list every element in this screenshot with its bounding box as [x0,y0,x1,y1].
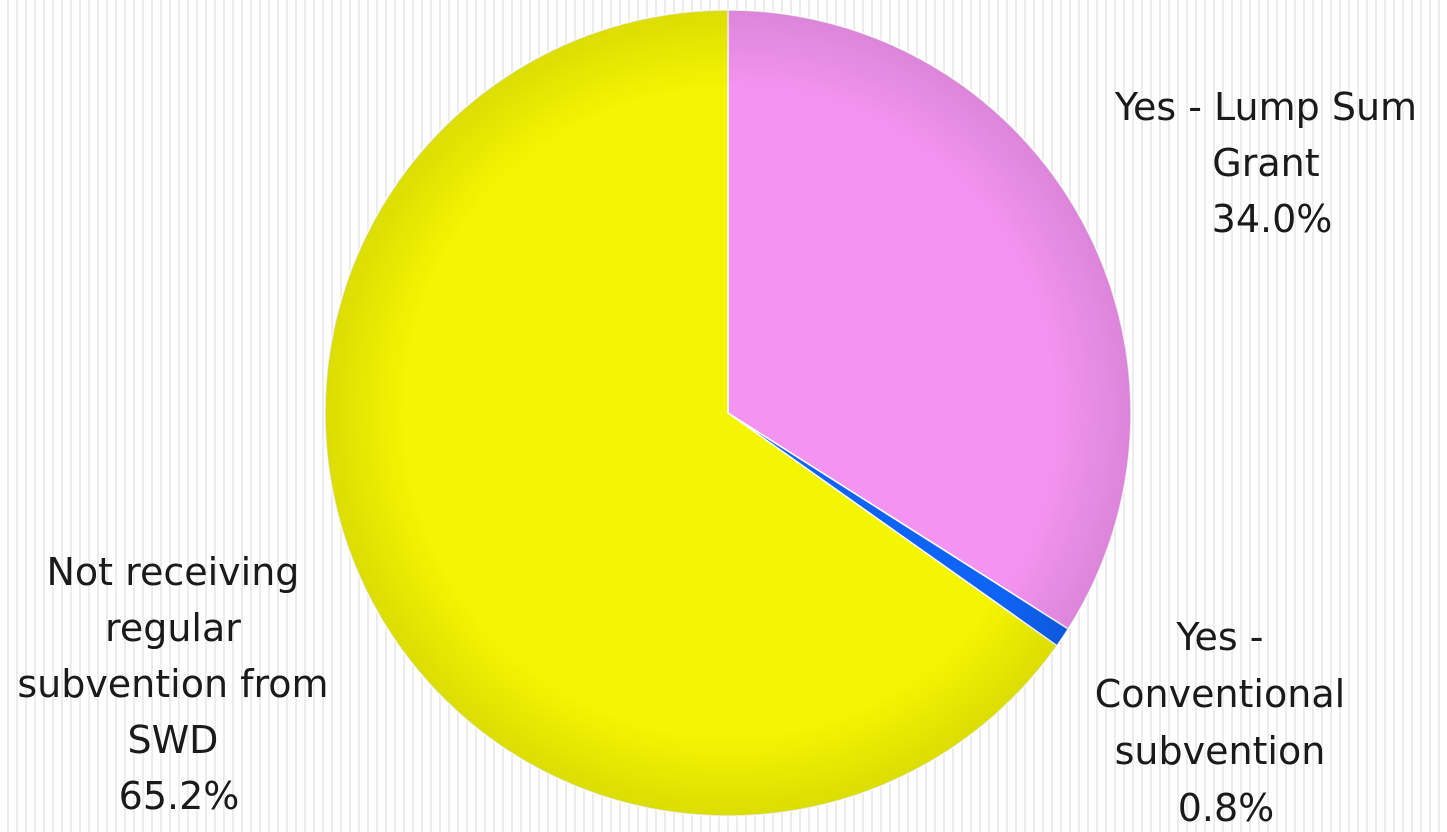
slice-label-lump-sum: Yes - Lump Sum Grant 34.0% [1114,85,1429,241]
percent-label: 65.2% [119,774,240,818]
percent-label: 0.8% [1178,786,1275,830]
label-line: Not receiving [47,550,300,594]
label-line: subvention [1115,729,1326,773]
label-line: Grant [1212,141,1319,185]
label-line: SWD [127,718,218,762]
slice-label-not-receiving: Not receiving regular subvention from SW… [17,550,340,818]
label-line: Conventional [1095,672,1345,716]
slice-label-conventional: Yes - Conventional subvention 0.8% [1095,615,1358,830]
label-line: Yes - [1175,615,1263,659]
label-line: regular [105,606,241,650]
label-line: Yes - Lump Sum [1114,85,1417,129]
pie-slices [324,9,1132,817]
label-line: subvention from [17,662,328,706]
percent-label: 34.0% [1212,197,1333,241]
